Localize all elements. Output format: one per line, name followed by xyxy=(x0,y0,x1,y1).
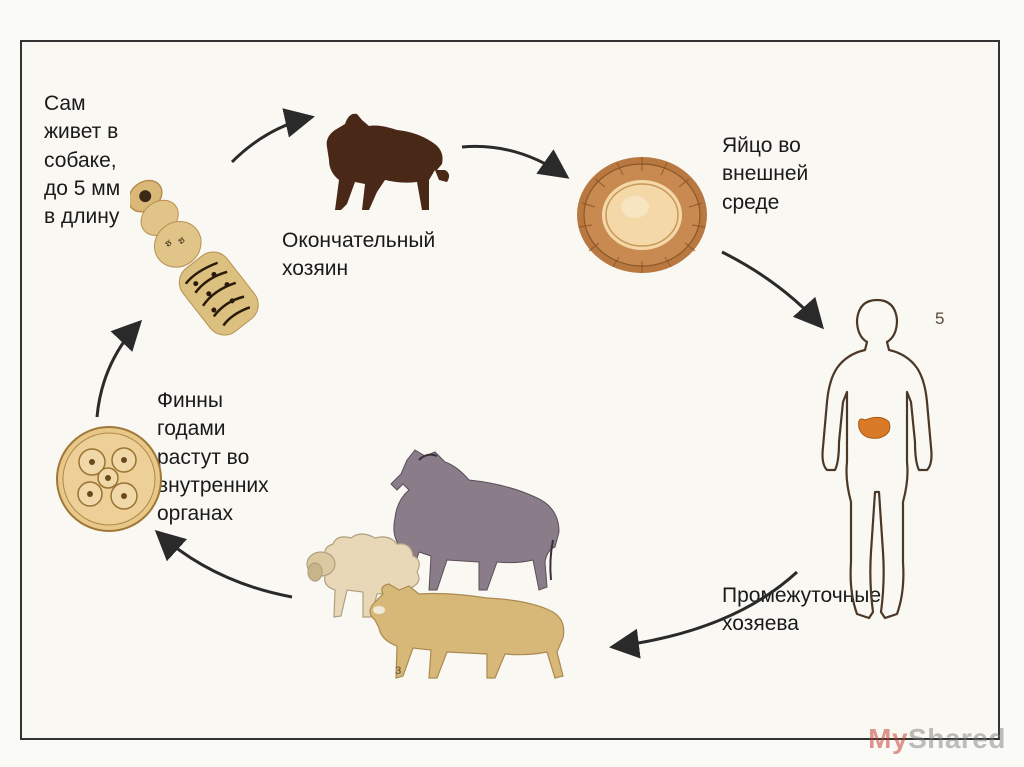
watermark-my: My xyxy=(868,723,908,754)
lifecycle-arrows xyxy=(22,42,1002,742)
diagram-frame: Сам живет в собаке, до 5 мм в длину Окон… xyxy=(20,40,1000,740)
watermark: MyShared xyxy=(868,723,1006,755)
watermark-shared: Shared xyxy=(908,723,1006,754)
